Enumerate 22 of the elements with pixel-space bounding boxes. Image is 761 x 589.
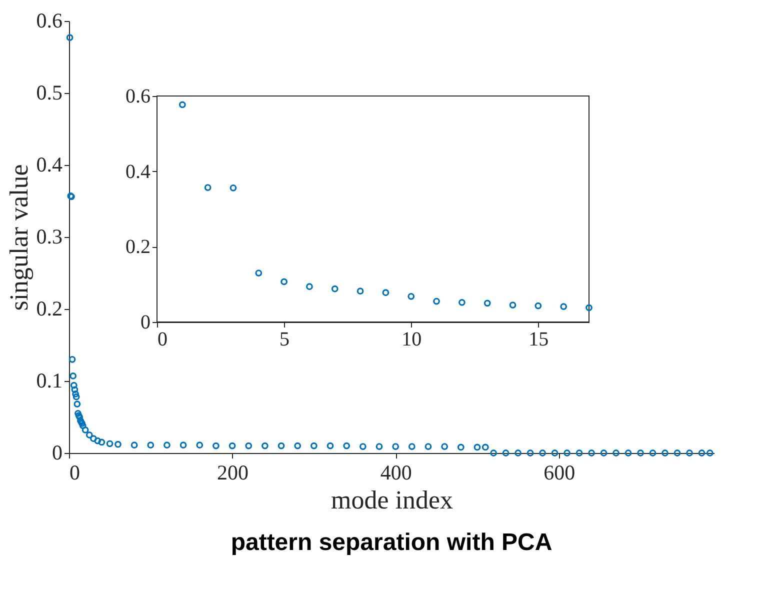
x-tick-label: 15	[528, 328, 549, 350]
y-tick-label: 0.2	[36, 296, 62, 320]
y-tick-label: 0.2	[126, 236, 150, 258]
text: pattern separation with PCA	[230, 529, 552, 556]
x-tick-label: 200	[217, 460, 249, 484]
x-axis-title: mode index	[330, 486, 454, 514]
x-tick-label: 5	[280, 328, 290, 350]
y-tick-label: 0.5	[36, 80, 62, 104]
x-tick-label: 0	[70, 460, 80, 484]
y-tick-label: 0	[140, 312, 150, 334]
y-tick-label: 0.1	[36, 368, 62, 392]
x-tick-label: 600	[544, 460, 576, 484]
y-tick-label: 0.3	[36, 224, 62, 248]
y-tick-label: 0	[52, 440, 62, 464]
y-tick-label: 0.6	[126, 86, 150, 108]
y-tick-label: 0.6	[36, 8, 62, 32]
x-tick-label: 10	[402, 328, 422, 350]
y-tick-label: 0.4	[36, 152, 63, 176]
x-tick-label: 400	[380, 460, 412, 484]
y-tick-label: 0.4	[126, 160, 150, 183]
x-tick-label: 0	[158, 328, 168, 350]
y-axis-title: singular value	[4, 164, 34, 311]
